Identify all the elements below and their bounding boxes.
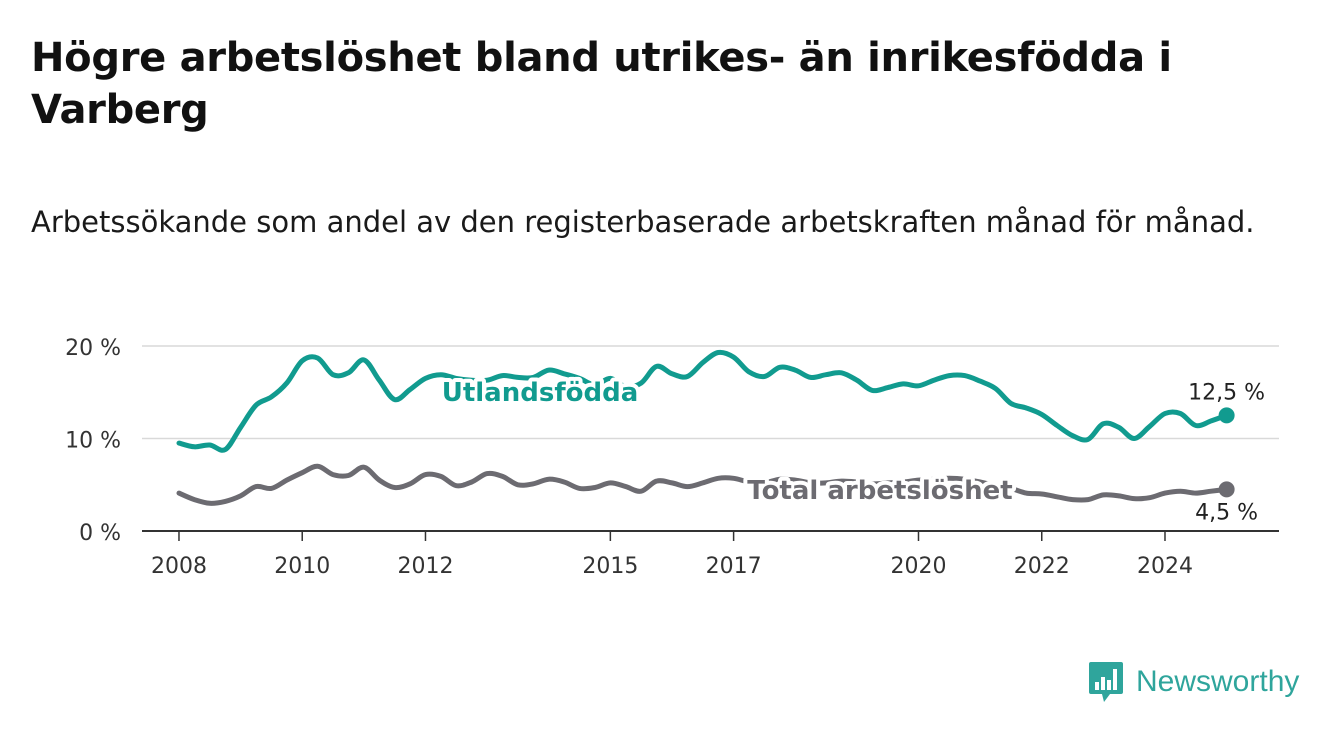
brand-name: Newsworthy — [1136, 665, 1300, 698]
x-tick-label: 2010 — [274, 554, 330, 579]
bar-chart-icon — [1089, 662, 1123, 702]
series-line-1 — [176, 463, 1230, 506]
series-end-label: 12,5 % — [1188, 380, 1265, 405]
x-tick-label: 2022 — [1014, 554, 1070, 579]
y-tick-label: 20 % — [65, 336, 121, 361]
series-end-point — [1218, 481, 1235, 498]
x-tick-label: 2024 — [1137, 554, 1193, 579]
newsworthy-logo: Newsworthy — [1088, 660, 1299, 704]
series-line-0 — [176, 349, 1230, 453]
x-tick-label: 2015 — [582, 554, 638, 579]
x-axis: 2008 2010 2012 2015 2017 2020 2022 2024 — [142, 530, 1279, 579]
series-end-point — [1218, 407, 1235, 424]
x-tick-label: 2020 — [890, 554, 946, 579]
series-lines — [176, 349, 1235, 506]
y-axis: 0 % 10 % 20 % — [65, 336, 121, 546]
x-tick-label: 2012 — [397, 554, 453, 579]
y-tick-label: 10 % — [65, 429, 121, 454]
series-name-label: Utlandsfödda — [442, 378, 639, 408]
y-tick-label: 0 % — [79, 521, 121, 546]
series-end-label: 4,5 % — [1195, 500, 1258, 525]
series-name-label: Total arbetslöshet — [747, 476, 1012, 506]
chart-title: Högre arbetslöshet bland utrikes- än inr… — [31, 35, 1172, 133]
chart-subtitle: Arbetssökande som andel av den registerb… — [31, 205, 1255, 239]
x-tick-label: 2017 — [706, 554, 762, 579]
x-tick-label: 2008 — [151, 554, 207, 579]
series-labels: Utlandsfödda Total arbetslöshet 12,5 % 4,5 … — [438, 374, 1268, 528]
